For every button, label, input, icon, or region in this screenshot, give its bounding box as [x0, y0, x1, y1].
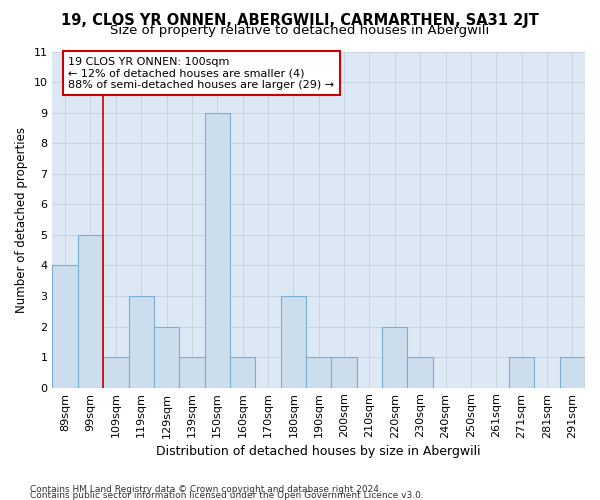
Bar [103, 357, 128, 388]
Text: Contains public sector information licensed under the Open Government Licence v3: Contains public sector information licen… [30, 491, 424, 500]
Text: Contains HM Land Registry data © Crown copyright and database right 2024.: Contains HM Land Registry data © Crown c… [30, 485, 382, 494]
Text: 19 CLOS YR ONNEN: 100sqm
← 12% of detached houses are smaller (4)
88% of semi-de: 19 CLOS YR ONNEN: 100sqm ← 12% of detach… [68, 56, 335, 90]
Bar [560, 357, 585, 388]
Bar [509, 357, 534, 388]
Bar [78, 235, 103, 388]
Text: 19, CLOS YR ONNEN, ABERGWILI, CARMARTHEN, SA31 2JT: 19, CLOS YR ONNEN, ABERGWILI, CARMARTHEN… [61, 12, 539, 28]
Bar [230, 357, 256, 388]
Bar [205, 112, 230, 388]
X-axis label: Distribution of detached houses by size in Abergwili: Distribution of detached houses by size … [157, 444, 481, 458]
Bar [382, 326, 407, 388]
Bar [407, 357, 433, 388]
Bar [179, 357, 205, 388]
Bar [331, 357, 357, 388]
Y-axis label: Number of detached properties: Number of detached properties [15, 126, 28, 312]
Bar [154, 326, 179, 388]
Bar [306, 357, 331, 388]
Text: Size of property relative to detached houses in Abergwili: Size of property relative to detached ho… [110, 24, 490, 37]
Bar [128, 296, 154, 388]
Bar [52, 266, 78, 388]
Bar [281, 296, 306, 388]
